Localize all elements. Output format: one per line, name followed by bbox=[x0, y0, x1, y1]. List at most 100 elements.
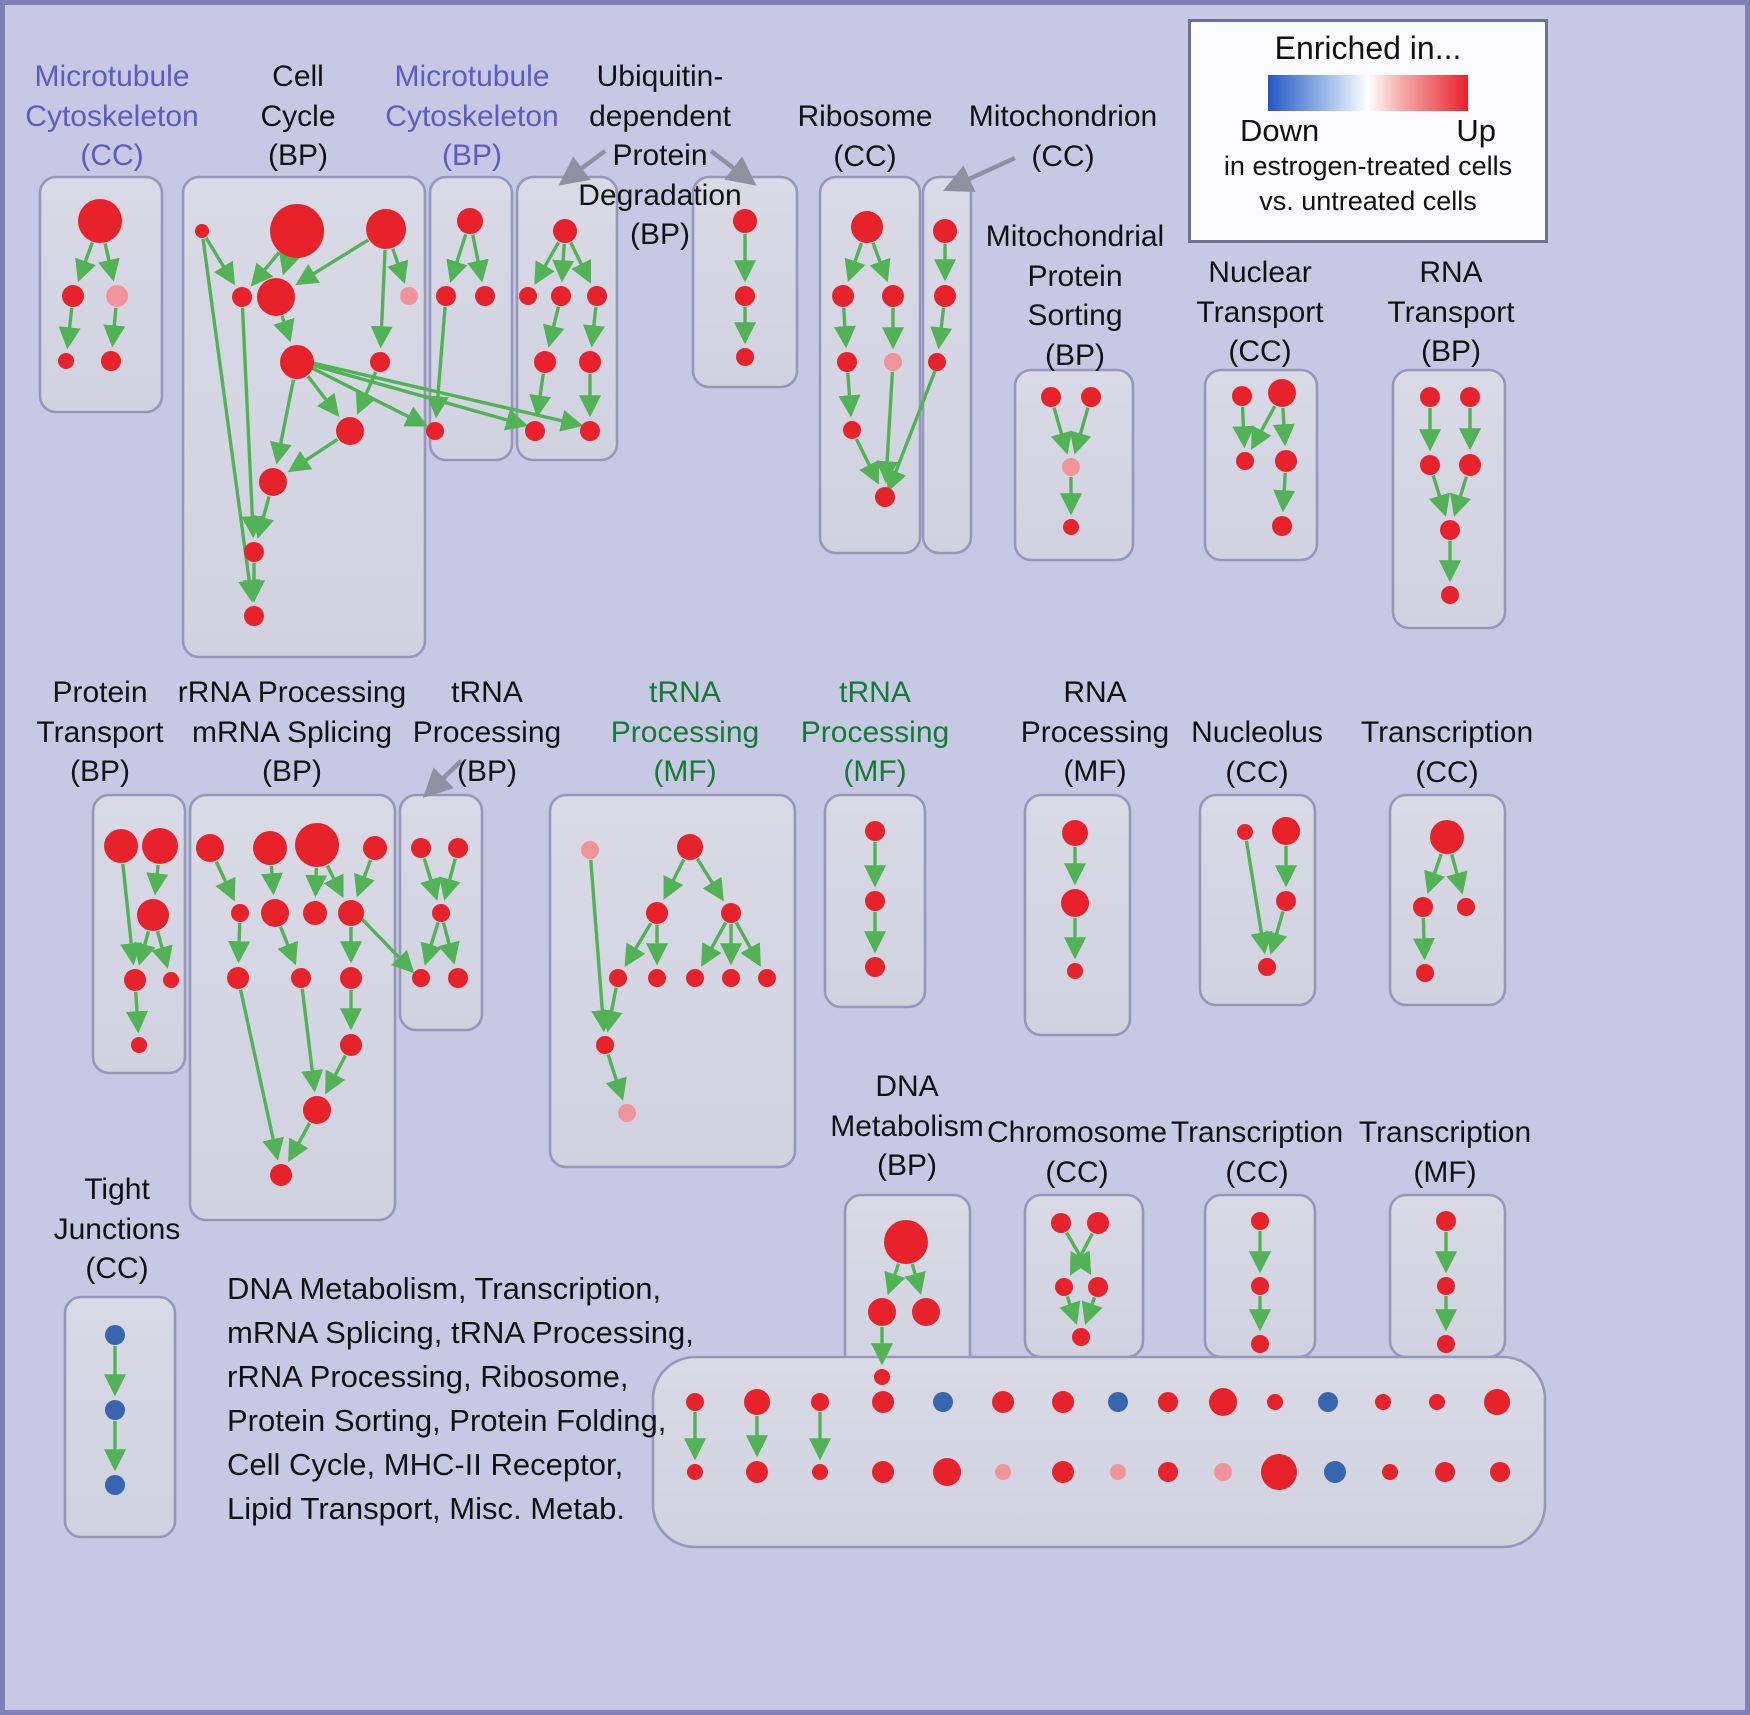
edge bbox=[701, 921, 728, 967]
go-term-node bbox=[646, 902, 668, 924]
go-term-node bbox=[868, 1298, 896, 1326]
go-term-node bbox=[587, 286, 607, 306]
go-term-node bbox=[735, 286, 755, 306]
edge bbox=[98, 243, 120, 282]
go-term-node bbox=[1429, 1394, 1445, 1410]
edge bbox=[552, 243, 575, 283]
go-term-node bbox=[686, 1393, 704, 1411]
go-term-node bbox=[1413, 897, 1433, 917]
cross-cluster-edge bbox=[309, 365, 428, 427]
go-term-node bbox=[291, 968, 311, 988]
go-term-node bbox=[1490, 1462, 1510, 1482]
go-term-node bbox=[525, 421, 545, 441]
edge bbox=[1428, 475, 1451, 517]
edge bbox=[833, 307, 856, 349]
go-term-node bbox=[865, 891, 885, 911]
go-term-node bbox=[1437, 1335, 1455, 1353]
go-term-node bbox=[1457, 898, 1475, 916]
go-term-node bbox=[1052, 1461, 1074, 1483]
go-term-node bbox=[432, 904, 450, 922]
go-term-node bbox=[303, 901, 327, 925]
edge bbox=[529, 373, 552, 418]
go-term-node bbox=[686, 969, 704, 987]
edge bbox=[582, 306, 605, 348]
go-term-node bbox=[1261, 1454, 1297, 1490]
go-term-node bbox=[270, 1164, 292, 1186]
edge bbox=[884, 1263, 906, 1296]
go-term-node bbox=[1067, 963, 1083, 979]
go-term-node bbox=[519, 287, 537, 305]
go-term-node bbox=[758, 969, 776, 987]
go-term-node bbox=[1460, 387, 1480, 407]
legend-title: Enriched in... bbox=[1274, 30, 1462, 66]
edge bbox=[273, 315, 295, 343]
edge bbox=[228, 922, 251, 964]
edge bbox=[605, 1053, 627, 1101]
edge bbox=[420, 922, 442, 966]
edge bbox=[260, 865, 283, 896]
legend-context-line2: vs. untreated cells bbox=[1259, 186, 1477, 217]
go-term-node bbox=[580, 421, 600, 441]
go-term-node bbox=[1272, 516, 1292, 536]
edge bbox=[1050, 407, 1073, 455]
edge bbox=[1412, 917, 1435, 961]
go-term-node bbox=[534, 351, 556, 373]
go-term-node bbox=[1484, 1389, 1510, 1415]
go-term-node bbox=[551, 286, 571, 306]
edge bbox=[624, 922, 653, 968]
go-term-node bbox=[992, 1391, 1014, 1413]
go-term-node bbox=[687, 1464, 703, 1480]
go-term-node bbox=[1275, 450, 1297, 472]
go-term-node bbox=[104, 829, 138, 863]
edge bbox=[134, 930, 156, 966]
box-protein-transport-bp bbox=[91, 793, 187, 1075]
go-term-node bbox=[736, 348, 754, 366]
edge bbox=[534, 241, 561, 285]
go-term-node bbox=[933, 1458, 961, 1486]
go-term-node bbox=[58, 353, 74, 369]
go-term-node bbox=[1088, 1277, 1108, 1297]
go-term-node bbox=[338, 900, 364, 926]
edge bbox=[1266, 911, 1288, 955]
go-term-node bbox=[253, 831, 287, 865]
go-term-node bbox=[1061, 889, 1089, 917]
box-nuclear-transport-cc bbox=[1203, 368, 1319, 562]
legend-scale-labels: Down Up bbox=[1240, 113, 1496, 149]
edge bbox=[306, 375, 340, 417]
go-term-node bbox=[811, 1393, 829, 1411]
go-term-node bbox=[1072, 1328, 1090, 1346]
go-term-node bbox=[436, 286, 456, 306]
go-term-node bbox=[812, 1464, 828, 1480]
go-term-node bbox=[933, 1392, 953, 1412]
cross-cluster-edge bbox=[360, 917, 415, 974]
edge bbox=[1081, 1296, 1103, 1325]
go-term-node bbox=[744, 1389, 770, 1415]
go-term-node bbox=[1110, 1464, 1126, 1480]
edge bbox=[844, 242, 866, 283]
go-term-node bbox=[105, 1400, 125, 1420]
edge bbox=[146, 864, 169, 896]
go-term-node bbox=[196, 834, 224, 862]
go-term-node bbox=[1251, 1277, 1269, 1295]
edge bbox=[1273, 472, 1296, 513]
go-term-node bbox=[370, 352, 390, 372]
go-term-node bbox=[340, 1034, 362, 1056]
go-term-node bbox=[882, 285, 904, 307]
edge bbox=[240, 307, 264, 539]
edge bbox=[1251, 405, 1277, 450]
go-term-node bbox=[1251, 1212, 1269, 1230]
edge bbox=[151, 930, 173, 969]
edge bbox=[467, 234, 489, 283]
go-term-node bbox=[231, 904, 249, 922]
go-term-node bbox=[105, 1325, 125, 1345]
go-term-node bbox=[227, 967, 249, 989]
label-pointer-arrow bbox=[709, 149, 757, 186]
edge bbox=[1232, 406, 1255, 449]
go-term-node bbox=[933, 219, 957, 243]
go-term-node bbox=[280, 345, 314, 379]
go-term-node bbox=[995, 1464, 1011, 1480]
go-term-node bbox=[1055, 1278, 1073, 1296]
edge bbox=[426, 306, 449, 419]
edge bbox=[355, 371, 378, 415]
